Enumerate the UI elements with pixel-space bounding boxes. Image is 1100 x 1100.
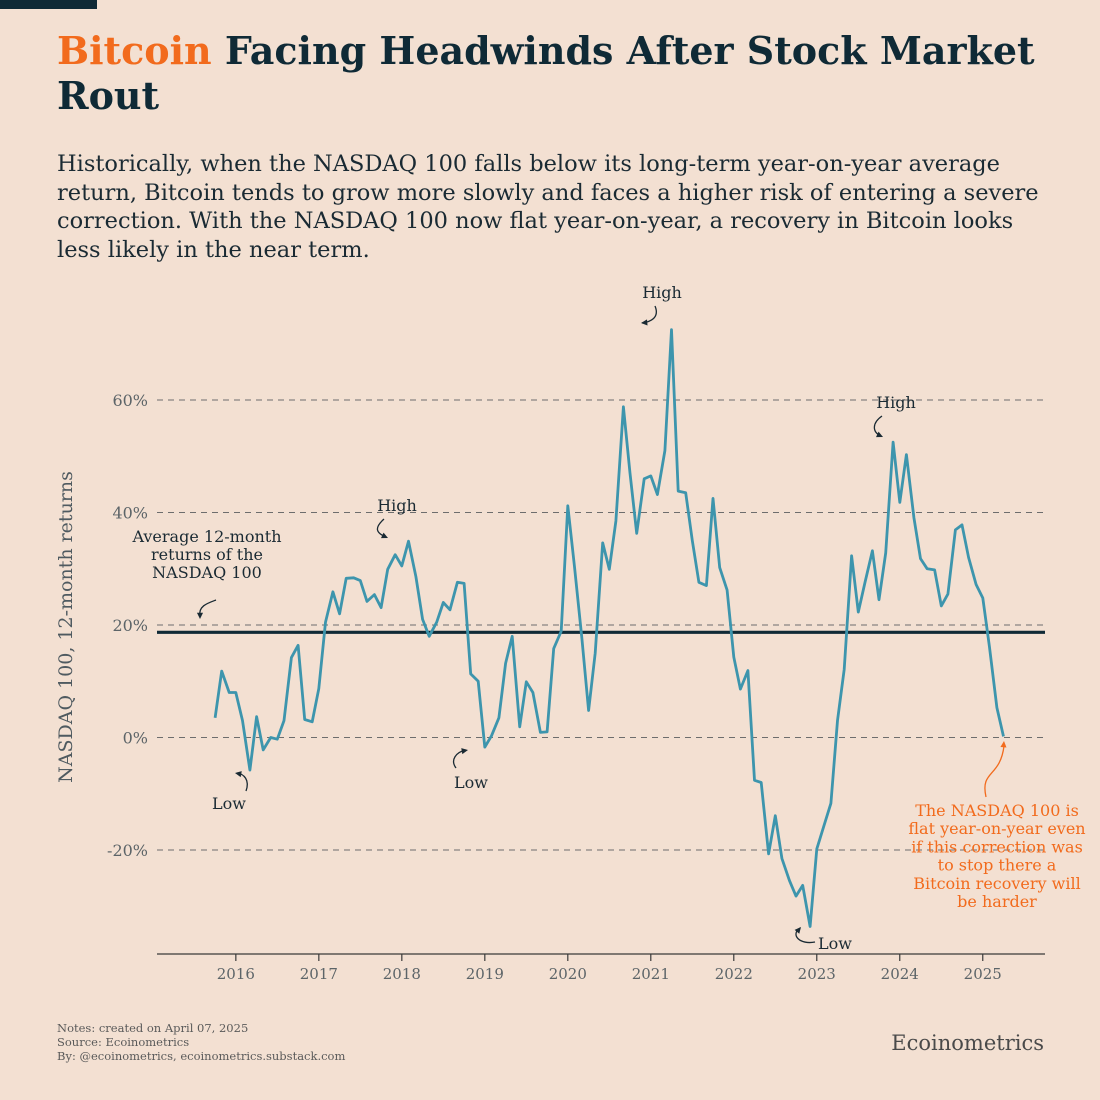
annotation-arrowhead-callout [1000, 741, 1007, 748]
annotation-low-2023: Low [818, 934, 852, 953]
y-tick-label: 60% [112, 391, 148, 410]
y-tick-label: 40% [112, 504, 148, 523]
annotation-low-2019: Low [454, 773, 488, 792]
x-tick-label: 2024 [881, 965, 919, 983]
x-tick-label: 2025 [964, 965, 1002, 983]
annotation-high-2024: High [876, 393, 916, 412]
annotation-arrowhead-high-2024 [876, 431, 883, 438]
x-tick-label: 2018 [383, 965, 421, 983]
annotation-arrow-high-2021 [641, 305, 657, 324]
y-axis-label: NASDAQ 100, 12-month returns [55, 471, 77, 783]
callout-line: be harder [957, 892, 1037, 911]
callout-line: if this correction was [911, 837, 1083, 856]
y-tick-label: -20% [107, 841, 148, 860]
footer-notes: Notes: created on April 07, 2025 Source:… [57, 1021, 345, 1063]
x-tick-label: 2017 [300, 965, 338, 983]
y-tick-labels: -20% 0% 20% 40% 60% [107, 391, 148, 860]
x-tick-label: 2023 [798, 965, 836, 983]
annotation-high-2018: High [377, 496, 417, 515]
grid-lines [157, 399, 1045, 851]
callout-line: The NASDAQ 100 is [915, 801, 1079, 820]
chart-title: Bitcoin Facing Headwinds After Stock Mar… [57, 28, 1057, 118]
chart-subtitle: Historically, when the NASDAQ 100 falls … [57, 151, 1039, 263]
y-tick-label: 0% [123, 729, 148, 748]
x-tick-label: 2016 [217, 965, 255, 983]
annotation-arrow-callout [984, 745, 1005, 798]
annotation-arrowhead-low-2016 [235, 771, 242, 778]
title-rest: Facing Headwinds After Stock Market Rout [57, 28, 1035, 118]
annotation-arrowhead-low-2023 [794, 927, 801, 934]
x-axis: 2016 2017 2018 2019 2020 2021 2022 2023 2024 2025 [157, 953, 1045, 983]
annotation-arrowhead-high-2021 [641, 319, 648, 326]
corner-accent-bar [0, 0, 97, 9]
x-tick-label: 2019 [466, 965, 504, 983]
average-line-label-line: returns of the [151, 545, 263, 564]
annotation-low-2016: Low [212, 794, 246, 813]
nasdaq-12m-return-line [213, 328, 1005, 928]
footer-created: Notes: created on April 07, 2025 [57, 1021, 249, 1035]
x-tick-label: 2022 [715, 965, 753, 983]
callout-line: Bitcoin recovery will [913, 874, 1080, 893]
footer-source: Source: Ecoinometrics [57, 1035, 190, 1049]
average-line-label-line: NASDAQ 100 [152, 563, 262, 582]
title-accent: Bitcoin [57, 28, 212, 73]
footer-by: By: @ecoinometrics, ecoinometrics.substa… [57, 1049, 346, 1063]
annotation-arrowhead-average [196, 612, 204, 619]
callout-line: to stop there a [938, 856, 1057, 875]
annotation-arrow-low-2016 [236, 772, 248, 792]
annotations: High High High Low Low Low Average 12-monthret… [131, 283, 1085, 953]
annotation-high-2021: High [642, 283, 682, 302]
x-tick-label: 2020 [549, 965, 587, 983]
annotation-arrowhead-high-2018 [381, 532, 388, 539]
x-tick-label: 2021 [632, 965, 670, 983]
y-tick-label: 20% [112, 616, 148, 635]
callout-line: flat year-on-year even [908, 819, 1085, 838]
brand-name: Ecoinometrics [891, 1031, 1044, 1055]
average-line-label-line: Average 12-month [131, 527, 281, 546]
annotation-arrowhead-low-2019 [461, 748, 468, 755]
